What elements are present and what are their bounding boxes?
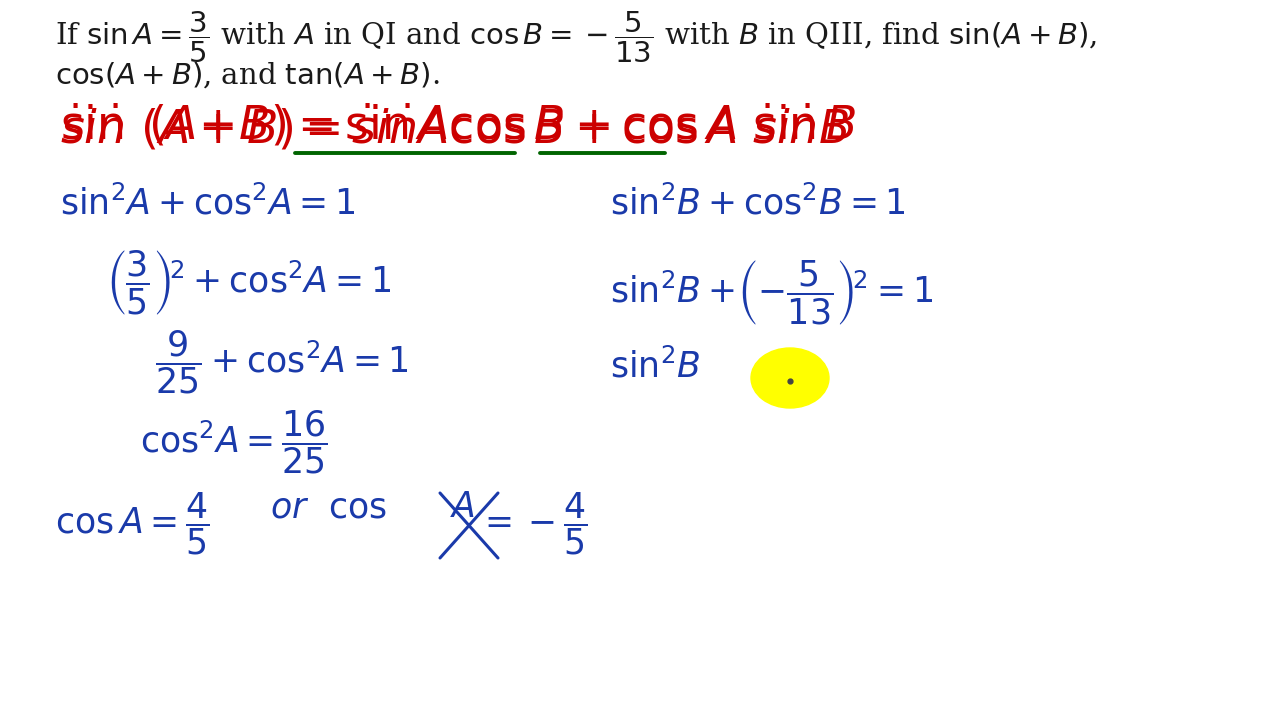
Text: $\sin^2\!A + \cos^2\!A = 1$: $\sin^2\!A + \cos^2\!A = 1$ — [60, 185, 356, 221]
Text: $\mathit{\sin\ (A\!+\!B) = \sin A \cos B + \cos A\ \sin B}$: $\mathit{\sin\ (A\!+\!B) = \sin A \cos B… — [60, 103, 856, 148]
Text: $\cos A = \dfrac{4}{5}$: $\cos A = \dfrac{4}{5}$ — [55, 490, 210, 557]
Text: $\sin^2\!B$: $\sin^2\!B$ — [611, 348, 700, 384]
Text: $\dot{s}i\dot{n}\ (A+B) = \dot{s}i\dot{n}A\cos B + \cos A\ \dot{s}i\dot{n}B$: $\dot{s}i\dot{n}\ (A+B) = \dot{s}i\dot{n… — [60, 103, 849, 154]
Text: $\dfrac{9}{25} + \cos^2\!A = 1$: $\dfrac{9}{25} + \cos^2\!A = 1$ — [155, 328, 408, 396]
Text: $\cos^2\!A = \dfrac{16}{25}$: $\cos^2\!A = \dfrac{16}{25}$ — [140, 408, 328, 476]
Text: $= -\dfrac{4}{5}$: $= -\dfrac{4}{5}$ — [477, 490, 588, 557]
Text: $\mathit{or}\ \ \cos$: $\mathit{or}\ \ \cos$ — [270, 490, 387, 524]
Text: $\sin^2\!B + \cos^2\!B = 1$: $\sin^2\!B + \cos^2\!B = 1$ — [611, 185, 906, 221]
Text: $\cos(A + B)$, and $\tan(A + B)$.: $\cos(A + B)$, and $\tan(A + B)$. — [55, 60, 439, 90]
Text: $\!\left(\dfrac{3}{5}\right)^{\!2} + \cos^2\!A = 1$: $\!\left(\dfrac{3}{5}\right)^{\!2} + \co… — [110, 248, 392, 317]
Ellipse shape — [751, 348, 829, 408]
Text: If $\sin A = \dfrac{3}{5}$ with $A$ in QI and $\cos B = -\dfrac{5}{13}$ with $B$: If $\sin A = \dfrac{3}{5}$ with $A$ in Q… — [55, 10, 1097, 65]
Text: $\sin^2\!B + \!\left(-\dfrac{5}{13}\right)^{\!2} = 1$: $\sin^2\!B + \!\left(-\dfrac{5}{13}\righ… — [611, 258, 933, 327]
Text: $A$: $A$ — [451, 490, 475, 524]
